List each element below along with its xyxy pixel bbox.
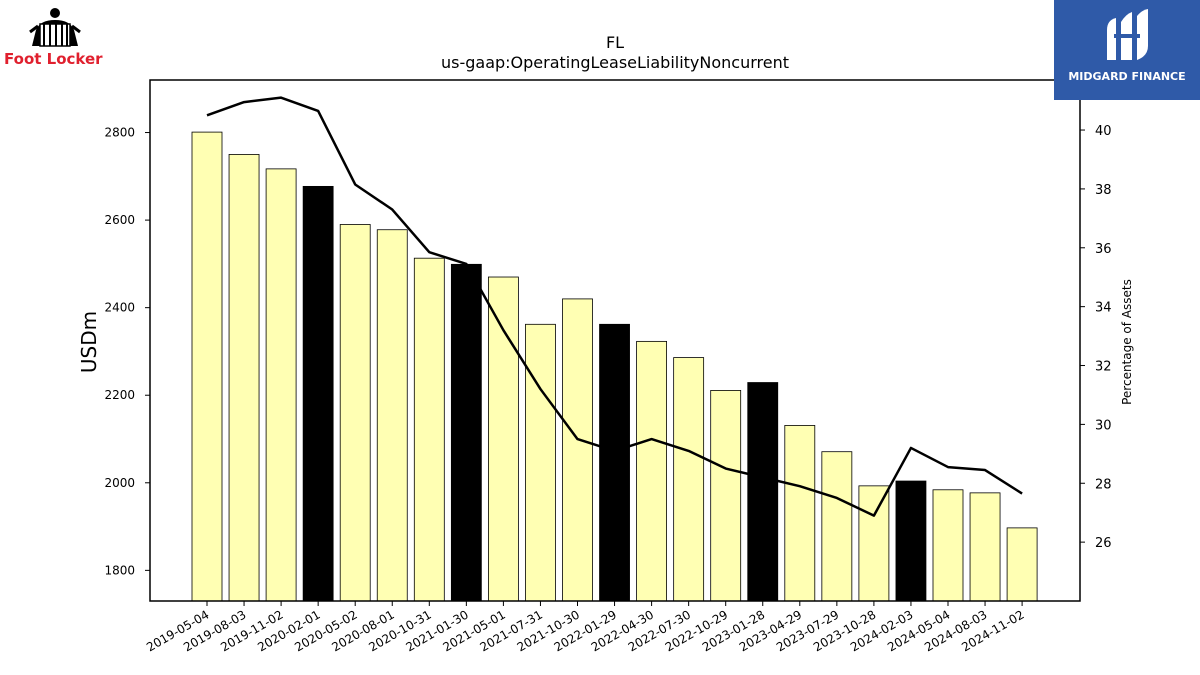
bar [302,185,334,602]
bar-group [191,131,1038,602]
bar [450,263,482,602]
bar [265,168,297,602]
referee-icon [29,8,81,47]
bar [599,323,630,602]
y-tick-label: 2000 [104,476,135,490]
y-axis-label: USDm [77,311,101,373]
y-tick-label: 2400 [104,301,135,315]
y2-tick-label: 34 [1095,301,1112,316]
foot-locker-logo: Foot Locker [0,0,115,75]
midgard-finance-text: MIDGARD FINANCE [1068,70,1186,83]
bar [339,224,371,602]
y2-axis-label: Percentage of Assets [1120,279,1134,405]
y-tick-label: 2600 [104,213,135,227]
bar [710,390,742,602]
line-group [206,96,1023,517]
bar [636,340,667,602]
bar [784,425,816,602]
bar [821,451,853,602]
y2-tick-label: 30 [1095,418,1112,433]
y2-tick-label: 38 [1095,183,1112,198]
midgard-mark-icon [1107,9,1148,60]
bar [858,485,890,602]
chart-title: FL [606,33,624,52]
midgard-finance-logo: MIDGARD FINANCE [1054,0,1200,100]
bar [487,276,519,602]
bar [191,131,223,602]
chart-subtitle: us-gaap:OperatingLeaseLiabilityNoncurren… [441,53,789,72]
percentage-line [206,96,1023,517]
y2-tick-label: 28 [1095,477,1112,492]
y-tick-label: 2800 [104,126,135,140]
y-tick-label: 2200 [104,388,135,402]
y2-tick-label: 26 [1095,536,1112,551]
bar [895,480,927,602]
y2-tick-label: 32 [1095,360,1112,375]
bar [376,229,408,602]
bar [1006,527,1038,602]
bar [969,492,1001,602]
bar [673,357,705,602]
bar [932,489,964,602]
bar [413,257,445,602]
bar [525,323,556,602]
y2-tick-label: 40 [1095,124,1112,139]
y2-tick-label: 36 [1095,242,1112,257]
bar [747,382,779,602]
bar [228,154,260,602]
bar [562,298,593,602]
y-tick-label: 1800 [104,563,135,577]
foot-locker-text: Foot Locker [4,50,103,68]
